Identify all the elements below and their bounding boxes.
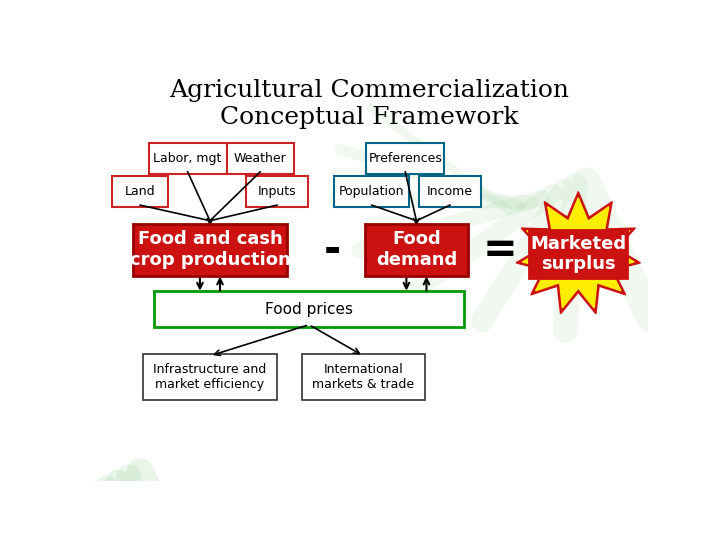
FancyBboxPatch shape [143,354,277,400]
FancyBboxPatch shape [302,354,425,400]
Text: Weather: Weather [234,152,287,165]
Text: Labor, mgt: Labor, mgt [153,152,222,165]
FancyBboxPatch shape [419,176,481,207]
Text: Marketed
surplus: Marketed surplus [530,234,626,273]
Text: Agricultural Commercialization
Conceptual Framework: Agricultural Commercialization Conceptua… [169,79,569,129]
FancyBboxPatch shape [148,143,227,174]
Text: Food prices: Food prices [265,301,353,316]
Text: =: = [482,229,518,271]
Text: -: - [324,229,341,271]
Text: Income: Income [427,185,473,198]
Text: Infrastructure and
market efficiency: Infrastructure and market efficiency [153,363,266,390]
Text: Land: Land [125,185,156,198]
Text: Preferences: Preferences [369,152,442,165]
FancyBboxPatch shape [246,176,307,207]
Text: Food
demand: Food demand [376,231,457,269]
Text: Food and cash
crop production: Food and cash crop production [130,231,290,269]
FancyBboxPatch shape [112,176,168,207]
Polygon shape [522,198,634,308]
FancyBboxPatch shape [365,224,468,276]
FancyBboxPatch shape [227,143,294,174]
Text: Population: Population [339,185,405,198]
Polygon shape [516,192,640,314]
FancyBboxPatch shape [366,143,444,174]
Text: International
markets & trade: International markets & trade [312,363,415,390]
Text: Inputs: Inputs [258,185,296,198]
FancyBboxPatch shape [133,224,287,276]
FancyBboxPatch shape [154,292,464,327]
FancyBboxPatch shape [529,230,627,278]
FancyBboxPatch shape [334,176,410,207]
